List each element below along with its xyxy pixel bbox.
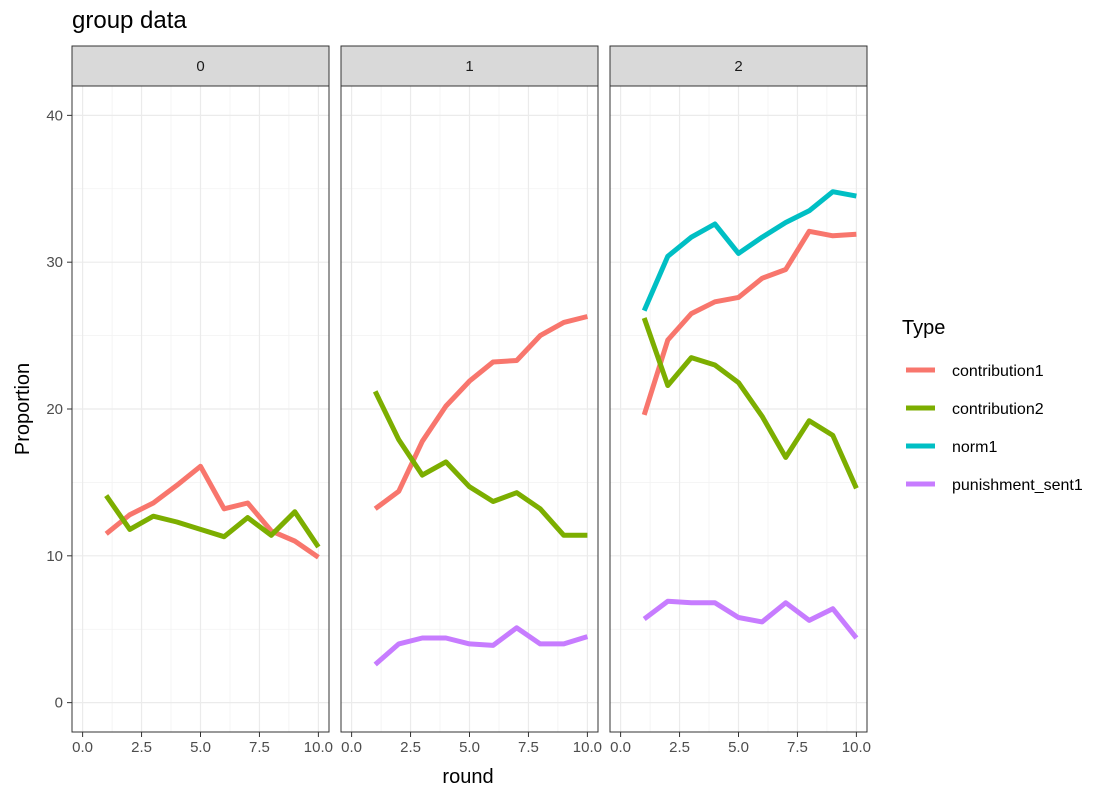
facet-strip-label: 2 <box>734 58 742 75</box>
y-tick-label: 0 <box>55 695 63 712</box>
series-line-contribution2 <box>372 390 588 538</box>
facet-panel-0: 0 0.0 2.5 5.0 7.5 10.0 <box>71 45 333 756</box>
x-tick-label: 5.0 <box>459 739 480 756</box>
x-tick-label: 5.0 <box>728 739 749 756</box>
series-line-contribution2 <box>104 494 321 549</box>
legend-item: punishment_sent1 <box>906 477 1083 494</box>
x-tick-label: 5.0 <box>190 739 211 756</box>
facet-strip <box>71 45 330 87</box>
y-axis: 0 10 20 30 40 <box>46 107 72 712</box>
y-axis-title: Proportion <box>12 363 34 455</box>
x-tick-label: 7.5 <box>249 739 270 756</box>
series-line-norm1 <box>641 189 857 312</box>
chart-title: group data <box>72 7 187 34</box>
legend-title: Type <box>902 317 945 339</box>
legend: Type contribution1 contribution2 norm1 puni… <box>902 317 1083 494</box>
x-tick-label: 2.5 <box>131 739 152 756</box>
x-tick-label: 7.5 <box>518 739 539 756</box>
series-line-punishment_sent1 <box>373 625 589 667</box>
facet-panels: 00.0 2.5 5.0 7.5 10.010.0 2.5 5.0 7.5 10.020.0 2.… <box>71 45 871 756</box>
series-line-contribution1 <box>641 228 857 416</box>
legend-label: norm1 <box>952 439 997 456</box>
facet-strip-label: 0 <box>196 58 204 75</box>
legend-label: punishment_sent1 <box>952 477 1083 494</box>
x-tick-label: 0.0 <box>341 739 362 756</box>
legend-label: contribution2 <box>952 401 1044 418</box>
y-tick-label: 20 <box>46 401 63 418</box>
y-tick-label: 10 <box>46 548 63 565</box>
series-line-punishment_sent1 <box>642 598 859 640</box>
y-tick-label: 40 <box>46 107 63 124</box>
x-tick-label: 0.0 <box>610 739 631 756</box>
legend-label: contribution1 <box>952 363 1044 380</box>
facet-panel-2: 2 0.0 2.5 5.0 7.5 10.0 <box>609 45 871 756</box>
series-line-contribution1 <box>104 463 320 560</box>
series-line-contribution1 <box>373 314 589 511</box>
x-tick-label: 7.5 <box>787 739 808 756</box>
x-tick-label: 10.0 <box>842 739 871 756</box>
x-tick-label: 0.0 <box>72 739 93 756</box>
x-tick-label: 2.5 <box>669 739 690 756</box>
facet-panel-1: 10.0 2.5 5.0 7.5 10.0 <box>340 45 602 756</box>
x-axis-title: round <box>442 766 493 788</box>
legend-item: contribution1 <box>906 363 1044 380</box>
y-tick-label: 30 <box>46 254 63 271</box>
legend-item: norm1 <box>906 439 997 456</box>
legend-item: contribution2 <box>906 401 1044 418</box>
facet-strip-label: 1 <box>465 58 473 75</box>
x-tick-label: 2.5 <box>400 739 421 756</box>
x-tick-label: 10.0 <box>304 739 333 756</box>
series-line-contribution2 <box>641 317 859 490</box>
x-tick-label: 10.0 <box>573 739 602 756</box>
